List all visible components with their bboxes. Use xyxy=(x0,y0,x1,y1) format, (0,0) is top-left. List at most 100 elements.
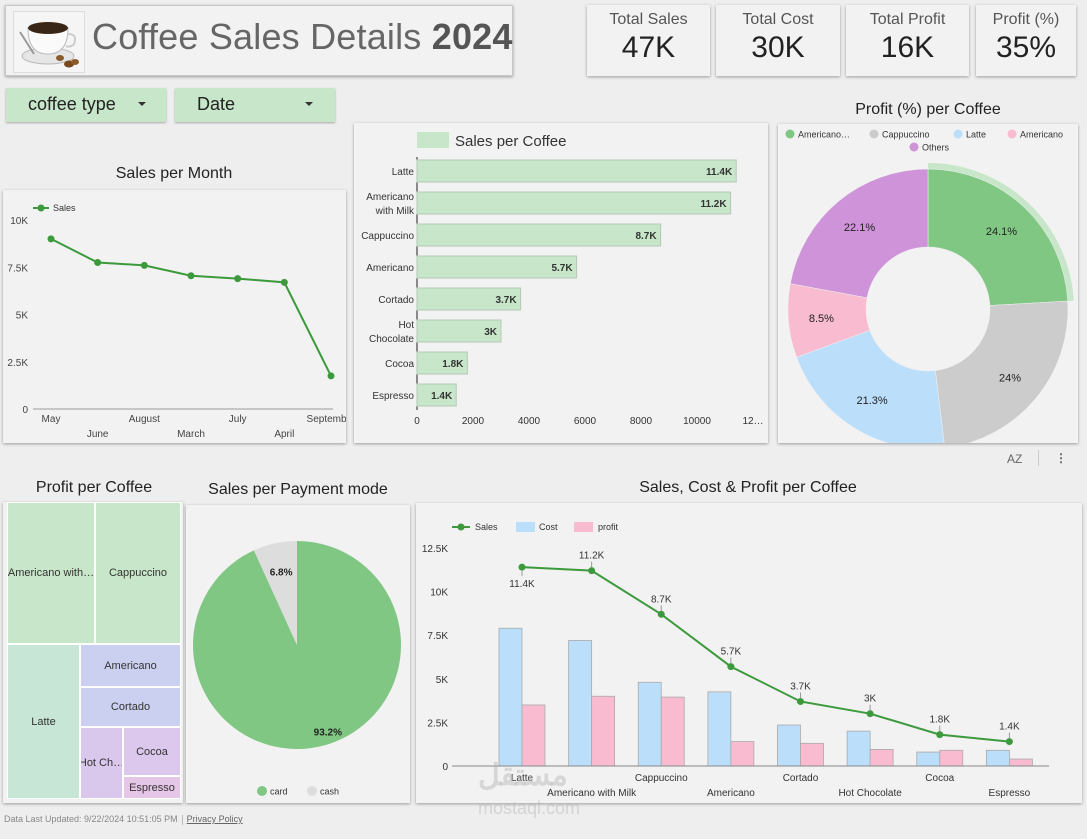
cost-bar xyxy=(777,724,801,767)
treemap-cell[interactable]: Americano with… xyxy=(7,502,95,644)
data-point xyxy=(327,372,335,380)
y-tick-label: 2.5K xyxy=(427,718,448,729)
coffee-type-filter[interactable]: coffee type xyxy=(6,88,166,122)
y-tick-label: 10K xyxy=(10,216,28,227)
category-label: Americano xyxy=(366,192,414,203)
data-point xyxy=(187,272,195,280)
data-point xyxy=(1005,738,1013,746)
sales-per-month-title: Sales per Month xyxy=(115,165,233,182)
profit-bar xyxy=(660,696,685,767)
y-tick-label: 12.5K xyxy=(422,544,448,555)
treemap-cell[interactable]: Cocoa xyxy=(123,727,181,776)
watermark-arabic: مستقل xyxy=(478,759,568,792)
data-label: 1.4K xyxy=(999,722,1020,733)
bar xyxy=(416,159,737,183)
data-point xyxy=(94,259,102,267)
donut-slice xyxy=(790,168,929,299)
data-point xyxy=(140,261,148,269)
cost-bar xyxy=(985,749,1010,767)
legend-label: Cappuccino xyxy=(882,130,930,140)
category-label: Latte xyxy=(392,167,415,178)
y-tick-label: 5K xyxy=(436,675,449,686)
slice-label: 22.1% xyxy=(844,222,875,234)
slice-label: 24.1% xyxy=(986,226,1017,238)
kpi-value: 47K xyxy=(621,31,676,64)
x-tick-label: 8000 xyxy=(630,416,653,427)
data-label: 1.8K xyxy=(929,715,950,726)
data-point xyxy=(936,731,944,739)
legend-marker xyxy=(257,786,267,796)
bar xyxy=(416,287,522,311)
legend-marker xyxy=(869,129,879,139)
date-filter[interactable]: Date xyxy=(175,88,335,122)
x-tick-label: Cortado xyxy=(783,773,819,784)
title-box: Coffee Sales Details 2024 xyxy=(5,5,513,76)
y-tick-label: 0 xyxy=(442,762,448,773)
x-tick-label: May xyxy=(42,414,61,425)
x-tick-label: 4000 xyxy=(518,416,541,427)
bar-value-label: 1.8K xyxy=(442,359,464,370)
legend-label: Americano xyxy=(1020,130,1063,140)
x-tick-label: April xyxy=(274,429,294,440)
category-label: Chocolate xyxy=(369,334,414,345)
payment-mode-title: Sales per Payment mode xyxy=(208,481,388,498)
profit-bar xyxy=(1008,758,1033,767)
x-tick-label: Latte xyxy=(511,773,534,784)
filter-label: coffee type xyxy=(28,94,116,114)
treemap-cell[interactable]: Americano xyxy=(80,644,181,687)
legend-marker xyxy=(307,786,317,796)
cost-bar xyxy=(846,730,871,767)
profit-pct-donut-chart: Americano… Cappuccino Latte Americano Others… xyxy=(778,124,1078,450)
legend-label: Americano… xyxy=(798,130,850,140)
x-tick-label: 10000 xyxy=(683,416,711,427)
legend-label: Cost xyxy=(539,522,558,532)
y-tick-label: 2.5K xyxy=(7,358,28,369)
legend-swatch xyxy=(516,522,535,532)
profit-bar xyxy=(521,704,546,767)
treemap-cell[interactable]: Latte xyxy=(7,644,80,799)
payment-pie-chart: 93.2% 6.8% card cash xyxy=(186,505,410,803)
profit-per-coffee-title: Profit per Coffee xyxy=(35,479,153,496)
treemap-cell[interactable]: Hot Ch… xyxy=(80,727,123,799)
footer: Data Last Updated: 9/22/2024 10:51:05 PM… xyxy=(4,814,243,825)
data-point xyxy=(797,697,804,705)
cost-bar xyxy=(637,681,662,767)
profit-pct-title: Profit (%) per Coffee xyxy=(855,101,1001,118)
data-point xyxy=(280,278,288,286)
x-tick-label: 6000 xyxy=(574,416,597,427)
bar xyxy=(416,319,502,343)
data-point xyxy=(234,275,242,283)
more-vert-icon[interactable]: ⋮ xyxy=(1055,451,1067,465)
treemap-cell[interactable]: Cortado xyxy=(80,687,181,727)
y-tick-label: 10K xyxy=(430,588,448,599)
coffee-cup-icon xyxy=(13,11,85,73)
x-tick-label: Hot Chocolate xyxy=(838,788,902,799)
bar-value-label: 5.7K xyxy=(551,263,573,274)
profit-bar xyxy=(591,695,616,767)
cost-bar xyxy=(707,691,732,767)
profit-treemap: Americano with… Cappuccino Latte America… xyxy=(3,502,183,803)
sort-az-icon[interactable]: AZ xyxy=(1007,452,1023,466)
legend-marker xyxy=(953,129,963,139)
legend-label: cash xyxy=(320,787,339,797)
kpi-value: 16K xyxy=(880,31,935,64)
legend-swatch xyxy=(417,132,449,148)
x-tick-label: Americano with Milk xyxy=(547,788,637,799)
profit-bar xyxy=(939,749,964,767)
sales-cost-profit-title: Sales, Cost & Profit per Coffee xyxy=(639,479,857,496)
legend-label: card xyxy=(270,787,288,797)
data-label: 11.4K xyxy=(509,579,535,590)
data-point xyxy=(657,610,665,618)
treemap-cell[interactable]: Espresso xyxy=(123,776,181,799)
x-tick-label: Cocoa xyxy=(925,773,954,784)
kpi-total-cost: Total Cost 30K xyxy=(716,5,840,76)
bar-value-label: 11.2K xyxy=(700,199,727,210)
x-tick-label: 2000 xyxy=(462,416,485,427)
treemap-cell[interactable]: Cappuccino xyxy=(95,502,181,644)
legend-marker xyxy=(785,129,795,139)
sales-per-month-chart: 0 2.5K 5K 7.5K 10K Sales May June August March Jul… xyxy=(3,190,356,443)
x-tick-label: Cappuccino xyxy=(635,773,688,784)
category-label: Cocoa xyxy=(385,359,414,370)
privacy-policy-link[interactable]: Privacy Policy xyxy=(186,814,243,824)
legend-label: Others xyxy=(922,143,950,153)
